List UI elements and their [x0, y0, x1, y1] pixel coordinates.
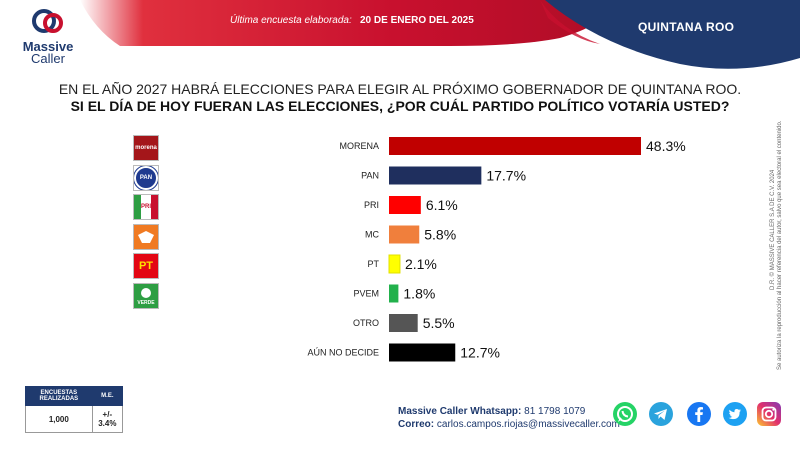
bar	[389, 343, 456, 362]
value-label: 48.3%	[646, 138, 686, 154]
whatsapp-number[interactable]: 81 1798 1079	[524, 406, 586, 417]
value-label: 5.5%	[423, 315, 455, 331]
region-label: QUINTANA ROO	[638, 20, 735, 34]
value-label: 17.7%	[486, 168, 526, 184]
brand-sub: Caller	[31, 51, 65, 66]
bar	[389, 137, 641, 155]
mc-logo-icon	[133, 223, 159, 250]
morena-logo-icon: morena	[133, 135, 159, 161]
margin-error-value: +/- 3.4%	[91, 405, 124, 433]
bar	[389, 196, 421, 214]
email-label: Correo:	[398, 419, 435, 430]
whatsapp-icon[interactable]	[612, 401, 638, 427]
email-link[interactable]: carlos.campos.riojas@massivecaller.com	[436, 419, 620, 430]
whatsapp-label: Massive Caller Whatsapp:	[398, 406, 522, 417]
bar	[389, 314, 418, 332]
category-label: OTRO	[353, 318, 379, 328]
question-line-2: SI EL DÍA DE HOY FUERAN LAS ELECCIONES, …	[70, 98, 730, 114]
whatsapp-contact: Massive Caller Whatsapp: 81 1798 1079	[398, 406, 585, 417]
header-banner	[80, 0, 800, 69]
last-survey-label: Última encuesta elaborada:	[230, 15, 352, 26]
permission-note: Se autoriza la reproducción al hacer ref…	[777, 120, 783, 371]
bar	[389, 284, 399, 303]
pan-logo-icon: PAN	[133, 164, 159, 191]
bar	[388, 254, 401, 274]
category-label: MC	[365, 230, 379, 240]
massive-caller-logo-icon	[32, 9, 63, 33]
email-contact: Correo: carlos.campos.riojas@massivecall…	[398, 419, 620, 430]
surveys-value: 1,000	[25, 405, 93, 433]
copyright-note: D.R. © MASSIVE CALLER S.A DE C.V. 2024	[770, 169, 776, 290]
pt-logo-icon: PT	[133, 253, 159, 279]
question-line-1: EN EL AÑO 2027 HABRÁ ELECCIONES PARA ELE…	[58, 81, 742, 97]
bar	[389, 225, 420, 244]
stats-table: ENCUESTAS REALIZADAS M.E. 1,000 +/- 3.4%	[25, 386, 124, 433]
value-label: 12.7%	[460, 345, 500, 361]
brand-name: Massive	[22, 39, 74, 54]
category-label: PRI	[364, 200, 379, 210]
bar	[389, 166, 482, 185]
surveys-header: ENCUESTAS REALIZADAS	[25, 386, 93, 406]
category-label: PVEM	[353, 289, 379, 299]
margin-error-header: M.E.	[91, 386, 124, 406]
value-label: 5.8%	[424, 227, 456, 243]
brand-logo: Massive Caller	[18, 8, 78, 65]
pvem-logo-icon: VERDE	[133, 282, 159, 309]
pri-logo-icon: PRI	[133, 194, 159, 220]
category-label: MORENA	[339, 141, 379, 151]
side-note: D.R. © MASSIVE CALLER S.A DE C.V. 2024 S…	[770, 95, 784, 375]
twitter-icon[interactable]	[722, 401, 748, 427]
telegram-icon[interactable]	[648, 401, 674, 427]
category-label: PAN	[361, 171, 379, 181]
instagram-icon[interactable]	[756, 401, 782, 427]
value-label: 2.1%	[405, 256, 437, 272]
facebook-icon[interactable]	[686, 401, 712, 427]
vote-intention-chart: MORENA 48.3% PAN 17.7% PRI 6.1% MC 5.8% PT 2.1% PV…	[307, 137, 686, 362]
category-label: PT	[367, 259, 379, 269]
category-label: AÚN NO DECIDE	[307, 348, 379, 358]
value-label: 6.1%	[426, 197, 458, 213]
last-survey-date: 20 DE ENERO DEL 2025	[360, 15, 474, 26]
value-label: 1.8%	[403, 286, 435, 302]
